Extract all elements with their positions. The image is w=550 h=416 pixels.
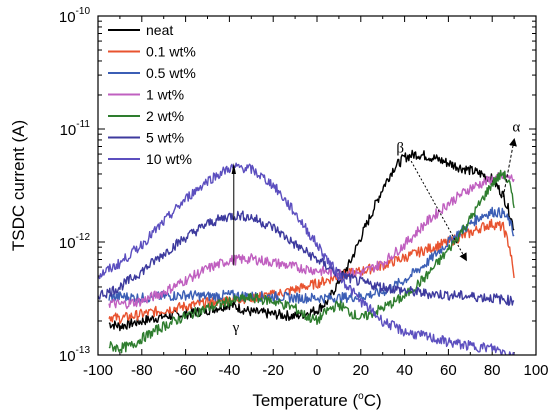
- series-line-5-wt-: [98, 210, 515, 306]
- x-tick-label: -40: [219, 362, 241, 379]
- legend-label: 0.1 wt%: [146, 44, 196, 60]
- legend-label: 10 wt%: [146, 151, 192, 167]
- series-layer: [98, 149, 515, 355]
- x-tick-label: 60: [440, 362, 457, 379]
- series-line-2-wt-: [108, 169, 515, 354]
- plot-frame: [97, 15, 537, 356]
- x-tick-labels: -100 -80 -60 -40 -20 0 20 40 60 80 100: [83, 362, 549, 379]
- annotations: β α γ: [231, 120, 520, 336]
- y-tick-label: 10-11: [60, 119, 91, 139]
- x-tick-label: 20: [352, 362, 369, 379]
- legend-label: 0.5 wt%: [146, 65, 196, 81]
- annotation-label: β: [396, 140, 404, 156]
- x-tick-label: 100: [523, 362, 548, 379]
- series-line-0-5-wt-: [108, 206, 515, 304]
- series-line-1-wt-: [108, 171, 515, 310]
- beta-arrow: [410, 160, 467, 262]
- gamma-marker-arrow: [231, 163, 236, 174]
- series-line-10-wt-: [98, 162, 515, 355]
- legend-label: neat: [146, 22, 173, 38]
- legend-label: 5 wt%: [146, 130, 184, 146]
- x-tick-label: -100: [83, 362, 113, 379]
- y-axis-title: TSDC current (A): [9, 120, 28, 251]
- x-tick-label: 80: [484, 362, 501, 379]
- legend-label: 1 wt%: [146, 87, 184, 103]
- series-line-neat: [108, 149, 515, 332]
- x-axis-title: Temperature (oC): [252, 391, 381, 410]
- y-tick-label: 10-12: [59, 232, 91, 252]
- x-tick-label: 0: [313, 362, 321, 379]
- legend-label: 2 wt%: [146, 108, 184, 124]
- y-tick-labels: 10-13 10-12 10-11 10-10: [59, 6, 91, 365]
- y-tick-label: 10-10: [59, 6, 91, 26]
- x-tick-label: -60: [175, 362, 197, 379]
- x-tick-label: -80: [131, 362, 153, 379]
- y-tick-label: 10-13: [59, 345, 91, 365]
- annotation-label: α: [512, 120, 520, 136]
- x-tick-label: 40: [396, 362, 413, 379]
- x-tick-label: -20: [262, 362, 284, 379]
- legend: neat 0.1 wt% 0.5 wt% 1 wt% 2 wt% 5 wt% 10 wt%: [108, 22, 196, 167]
- annotation-label: γ: [232, 320, 240, 336]
